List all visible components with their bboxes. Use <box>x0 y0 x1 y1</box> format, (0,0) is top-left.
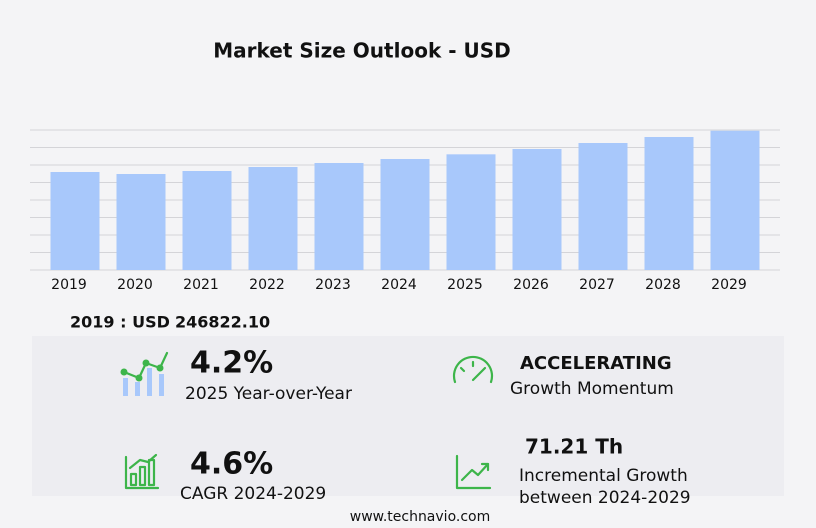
summary-value: 246822.10 <box>175 313 270 332</box>
bar <box>578 142 628 270</box>
bar <box>710 130 760 270</box>
incremental-icon <box>455 454 492 490</box>
bar <box>314 162 364 270</box>
x-tick-label: 2026 <box>513 277 549 293</box>
bar <box>512 148 562 270</box>
footer: www.technavio.com <box>350 509 491 525</box>
x-tick-label: 2025 <box>447 277 483 293</box>
x-tick-label: 2022 <box>249 277 285 293</box>
x-tick-label: 2020 <box>117 277 153 293</box>
x-tick-label: 2021 <box>183 277 219 293</box>
summary-panel <box>32 336 784 496</box>
bar <box>50 171 100 270</box>
momentum-icon <box>452 355 494 384</box>
x-tick-label: 2028 <box>645 277 681 293</box>
bar <box>248 166 298 270</box>
card-label: between 2024-2029 <box>519 488 691 508</box>
card-label: 2025 Year-over-Year <box>185 384 352 404</box>
summary-label: 2019 : USD <box>70 313 170 332</box>
x-tick-label: 2023 <box>315 277 351 293</box>
yoy-icon <box>120 351 169 396</box>
card-value: 4.6% <box>190 447 273 482</box>
bar <box>182 170 232 270</box>
card-label: Growth Momentum <box>510 379 674 399</box>
plot: 2019 2020 2021 2022 2023 2024 2025 2026 2027 2028… <box>50 130 760 293</box>
card-value: 4.2% <box>190 346 273 381</box>
x-tick-label: 2019 <box>51 277 87 293</box>
card-value: ACCELERATING <box>520 353 672 374</box>
bar <box>116 173 166 270</box>
chart-title: Market Size Outlook - USD <box>213 39 510 63</box>
card-value: 71.21 Th <box>525 435 623 459</box>
bar <box>644 137 694 270</box>
card-label: CAGR 2024-2029 <box>180 484 326 504</box>
x-tick-label: 2024 <box>381 277 417 293</box>
x-tick-label: 2027 <box>579 277 615 293</box>
cagr-icon <box>124 453 160 490</box>
x-tick-label: 2029 <box>711 277 747 293</box>
bar <box>380 158 430 270</box>
bar <box>446 154 496 270</box>
card-label: Incremental Growth <box>519 466 688 486</box>
